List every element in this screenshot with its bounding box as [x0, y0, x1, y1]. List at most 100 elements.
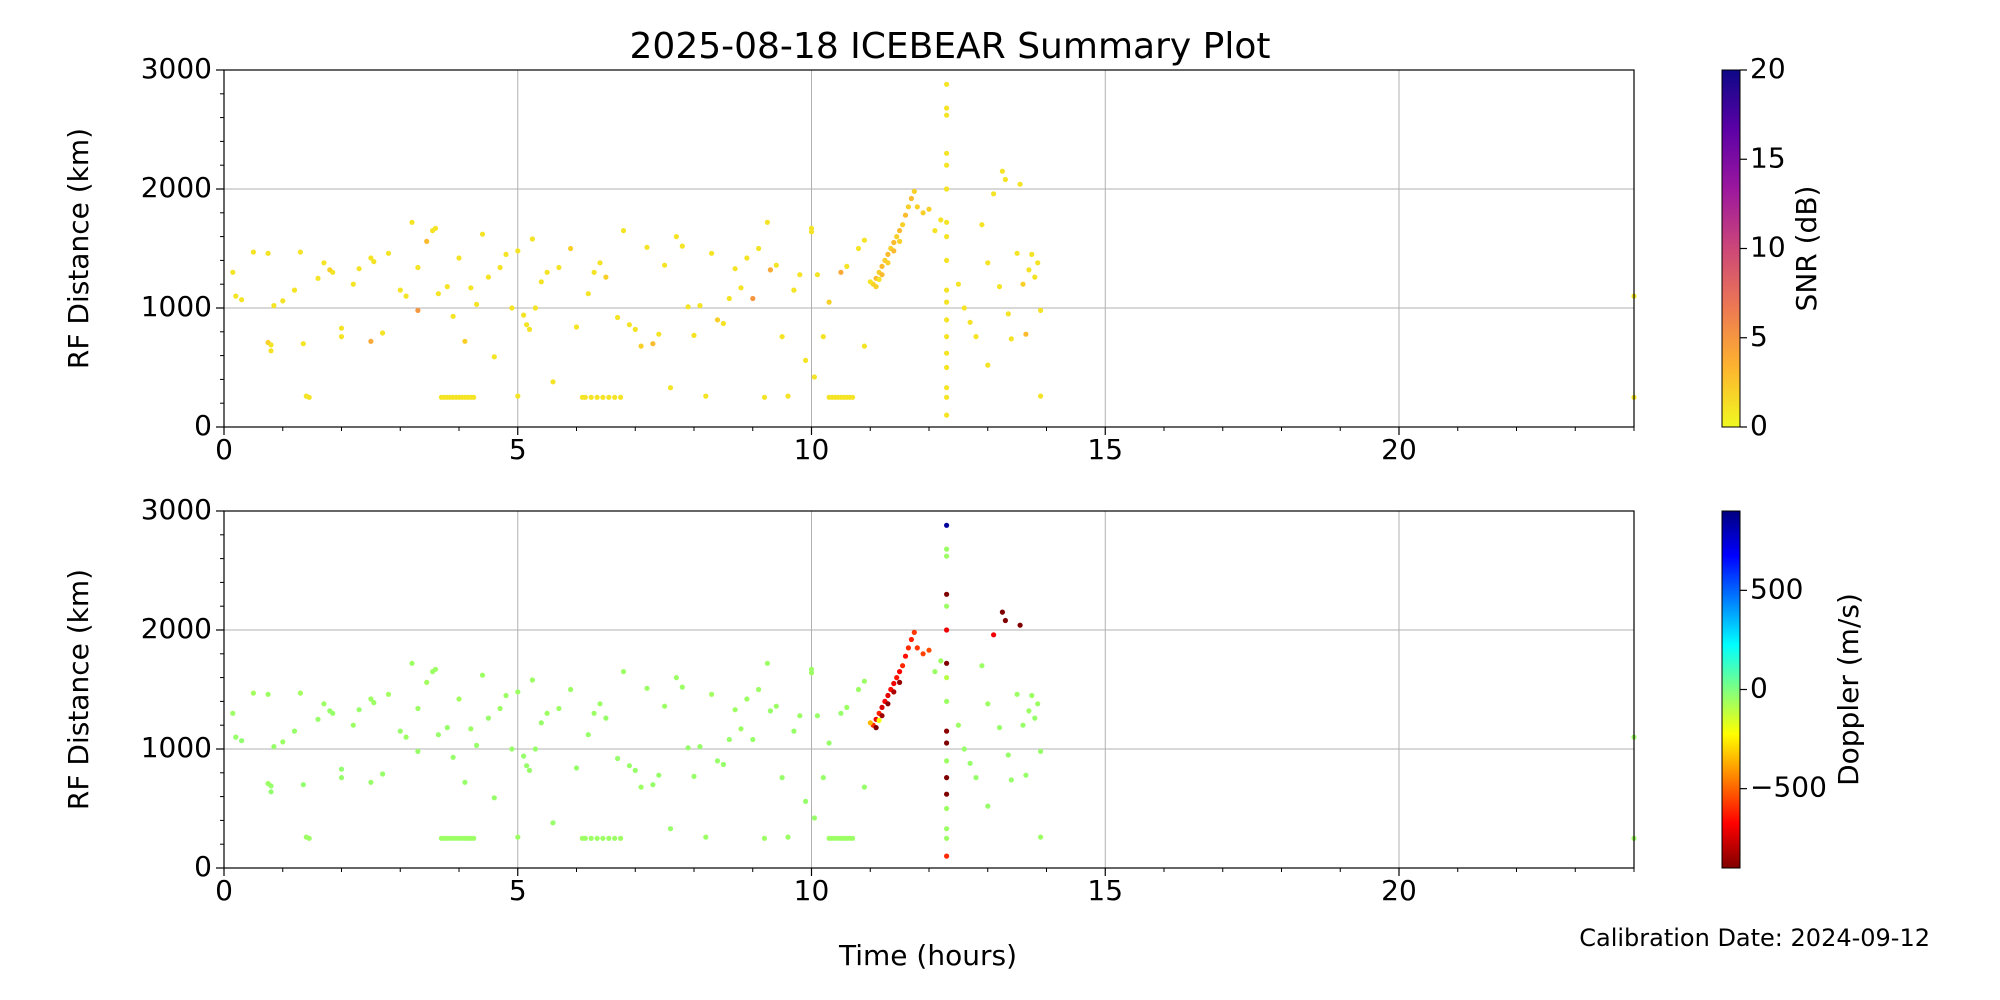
data-point: [585, 732, 591, 738]
data-point: [873, 284, 879, 290]
data-point: [606, 394, 612, 400]
data-point: [1035, 260, 1041, 266]
data-point: [230, 710, 236, 716]
data-point: [944, 150, 950, 156]
data-point: [1026, 267, 1032, 273]
y-tick-label: 0: [194, 409, 212, 442]
data-point: [891, 680, 897, 687]
data-point: [250, 249, 256, 255]
data-point: [673, 675, 680, 681]
data-point: [350, 722, 356, 728]
data-point: [820, 334, 826, 340]
data-point: [944, 219, 950, 225]
data-point: [944, 105, 950, 111]
data-point: [944, 805, 950, 812]
data-point: [321, 260, 327, 266]
data-point: [985, 260, 991, 266]
data-point: [409, 660, 415, 666]
data-point: [479, 231, 486, 237]
data-point: [233, 293, 239, 299]
data-point: [732, 266, 738, 272]
data-point: [814, 713, 821, 719]
data-point: [650, 341, 656, 347]
top-panel: 0 5 10 15 20 0 1000 2000 3000 RF Distance (km) 0 5 1…: [62, 52, 1823, 466]
data-point: [603, 274, 609, 280]
data-point: [1020, 281, 1026, 287]
data-point: [330, 710, 336, 716]
data-point: [509, 305, 515, 311]
data-point: [944, 522, 950, 528]
data-point: [855, 245, 862, 252]
data-point: [861, 678, 868, 684]
data-point: [685, 304, 691, 310]
data-point: [632, 326, 638, 332]
data-point: [667, 826, 674, 832]
data-point: [1035, 701, 1041, 707]
data-point: [582, 835, 588, 841]
data-point: [268, 783, 274, 789]
data-point: [485, 274, 491, 280]
data-point: [594, 835, 600, 841]
data-point: [239, 738, 245, 744]
data-point: [979, 663, 985, 669]
data-point: [1032, 715, 1038, 721]
data-point: [797, 272, 803, 278]
data-point: [838, 710, 844, 716]
data-point: [618, 394, 624, 400]
data-point: [861, 237, 868, 243]
data-point: [618, 835, 624, 841]
data-point: [271, 744, 277, 750]
data-point: [529, 236, 536, 242]
data-point: [644, 244, 650, 250]
data-point: [230, 269, 236, 275]
data-point: [1005, 311, 1011, 317]
data-point: [955, 722, 962, 728]
data-point: [462, 338, 468, 344]
data-point: [938, 658, 944, 664]
data-point: [867, 279, 873, 285]
data-point: [679, 243, 685, 249]
data-point: [667, 385, 674, 391]
data-point: [814, 272, 821, 278]
data-point: [1014, 691, 1020, 697]
data-point: [879, 713, 885, 719]
data-point: [662, 262, 668, 268]
data-point: [905, 645, 912, 651]
data-point: [321, 701, 327, 707]
data-point: [1005, 752, 1011, 758]
data-point: [600, 835, 606, 841]
data-point: [709, 691, 715, 697]
data-point: [503, 251, 509, 257]
data-point: [714, 758, 721, 764]
data-point: [767, 267, 774, 273]
data-point: [920, 210, 926, 216]
data-point: [615, 755, 621, 762]
data-point: [1032, 274, 1038, 280]
data-point: [773, 703, 779, 709]
y-tick-label: 3000: [141, 493, 212, 526]
data-point: [891, 248, 897, 254]
data-point: [491, 354, 497, 360]
data-point: [315, 275, 321, 281]
data-point: [761, 835, 768, 841]
x-tick-label: 20: [1381, 433, 1417, 466]
data-point: [268, 342, 274, 348]
data-point: [573, 765, 580, 771]
data-point: [432, 225, 439, 231]
data-point: [844, 263, 850, 269]
data-point: [1029, 251, 1035, 257]
data-point: [1014, 250, 1020, 256]
data-point: [515, 393, 521, 399]
data-point: [985, 701, 991, 707]
data-point: [456, 255, 462, 261]
data-point: [1008, 777, 1014, 783]
data-point: [803, 357, 809, 363]
data-point: [538, 279, 544, 285]
data-point: [338, 334, 345, 340]
data-point: [914, 204, 920, 210]
data-point: [1017, 181, 1023, 187]
colorbar: [1721, 69, 1741, 428]
data-point: [926, 647, 932, 653]
plot-area: [224, 511, 1634, 868]
data-point: [873, 725, 879, 731]
